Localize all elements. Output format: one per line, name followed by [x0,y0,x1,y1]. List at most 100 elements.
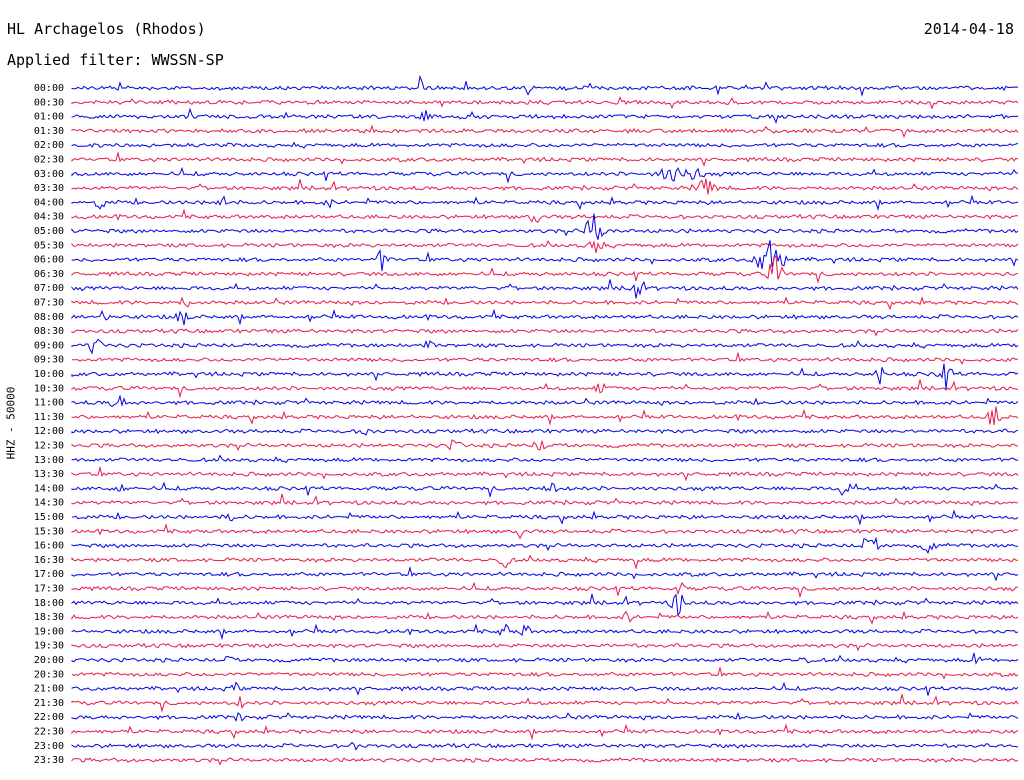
seismic-trace [71,652,1019,665]
seismic-trace [71,493,1019,507]
time-label: 17:00 [34,569,64,580]
time-label: 03:00 [34,169,64,180]
seismic-trace [71,167,1019,184]
seismic-trace [71,741,1019,751]
time-label: 21:00 [34,684,64,695]
time-label: 02:00 [34,140,64,151]
time-label: 04:00 [34,197,64,208]
time-label: 01:30 [34,126,64,137]
time-label: 14:00 [34,483,64,494]
seismic-trace [71,465,1019,482]
time-label: 07:30 [34,298,64,309]
time-label: 20:30 [34,669,64,680]
seismic-trace [71,208,1019,223]
time-label: 10:00 [34,369,64,380]
seismic-trace [71,509,1019,526]
time-label: 09:30 [34,355,64,366]
seismic-trace [71,279,1019,299]
seismic-trace [71,240,1019,254]
seismic-trace [71,439,1018,452]
time-label: 23:00 [34,741,64,752]
seismic-trace [71,642,1019,652]
date-label: 2014-04-18 [923,20,1014,38]
time-label: 20:00 [34,655,64,666]
time-label: 19:00 [34,626,64,637]
time-label: 08:30 [34,326,64,337]
time-label: 22:00 [34,712,64,723]
time-label: 06:30 [34,269,64,280]
time-label: 05:00 [34,226,64,237]
time-label: 12:30 [34,441,64,452]
time-label: 23:30 [34,755,64,766]
seismic-trace [71,481,1019,499]
time-label: 18:30 [34,612,64,623]
seismic-trace [71,723,1019,741]
time-label: 16:00 [34,541,64,552]
seismic-trace [71,712,1019,722]
seismic-trace [71,610,1019,625]
time-label: 21:30 [34,698,64,709]
time-label: 18:00 [34,598,64,609]
time-label: 15:00 [34,512,64,523]
seismic-trace [71,124,1019,139]
time-label: 14:30 [34,498,64,509]
time-label: 00:30 [34,97,64,108]
time-label: 05:30 [34,240,64,251]
seismic-trace [71,107,1019,124]
seismic-trace [71,379,1019,399]
seismic-trace [71,308,1019,326]
time-label: 04:30 [34,212,64,223]
seismic-trace [71,681,1019,696]
seismic-trace [71,565,1019,582]
time-label: 11:30 [34,412,64,423]
time-label: 10:30 [34,383,64,394]
seismic-trace [71,363,1019,390]
time-label: 01:00 [34,112,64,123]
time-label: 02:30 [34,155,64,166]
time-label: 22:30 [34,727,64,738]
time-label: 00:00 [34,83,64,94]
seismic-trace [71,296,1019,311]
seismic-trace [71,151,1019,167]
seismic-trace [71,536,1019,555]
seismic-trace [71,757,1019,766]
time-label: 17:30 [34,584,64,595]
seismic-trace [72,351,1019,365]
seismic-trace [71,213,1019,240]
seismic-trace [71,665,1019,680]
seismic-trace [71,454,1019,464]
time-label: 06:00 [34,255,64,266]
seismic-trace [71,523,1019,540]
seismic-trace [71,623,1019,641]
seismic-trace [71,240,1019,272]
seismic-trace [71,428,1019,436]
time-label: 13:30 [34,469,64,480]
time-label: 12:00 [34,426,64,437]
time-label: 19:30 [34,641,64,652]
seismic-trace [71,394,1019,408]
seismic-trace [71,194,1019,212]
seismic-trace [71,96,1019,110]
seismic-trace [71,74,1019,97]
time-label: 11:00 [34,398,64,409]
seismic-trace [71,141,1019,149]
seismic-trace [71,581,1019,599]
seismic-trace [71,694,1019,713]
seismic-trace [71,338,1019,355]
filter-label: Applied filter: WWSSN-SP [7,51,224,69]
time-label: 03:30 [34,183,64,194]
seismic-trace [71,406,1019,426]
time-label: 15:30 [34,526,64,537]
seismic-trace [71,328,1019,337]
time-label: 07:00 [34,283,64,294]
seismic-trace [71,554,1019,570]
time-label: 08:00 [34,312,64,323]
time-label: 13:00 [34,455,64,466]
station-title: HL Archagelos (Rhodos) [7,20,206,38]
time-label: 16:30 [34,555,64,566]
time-label: 09:00 [34,340,64,351]
seismic-trace [71,255,1019,284]
seismic-trace [71,593,1019,617]
seismic-trace [71,178,1019,195]
